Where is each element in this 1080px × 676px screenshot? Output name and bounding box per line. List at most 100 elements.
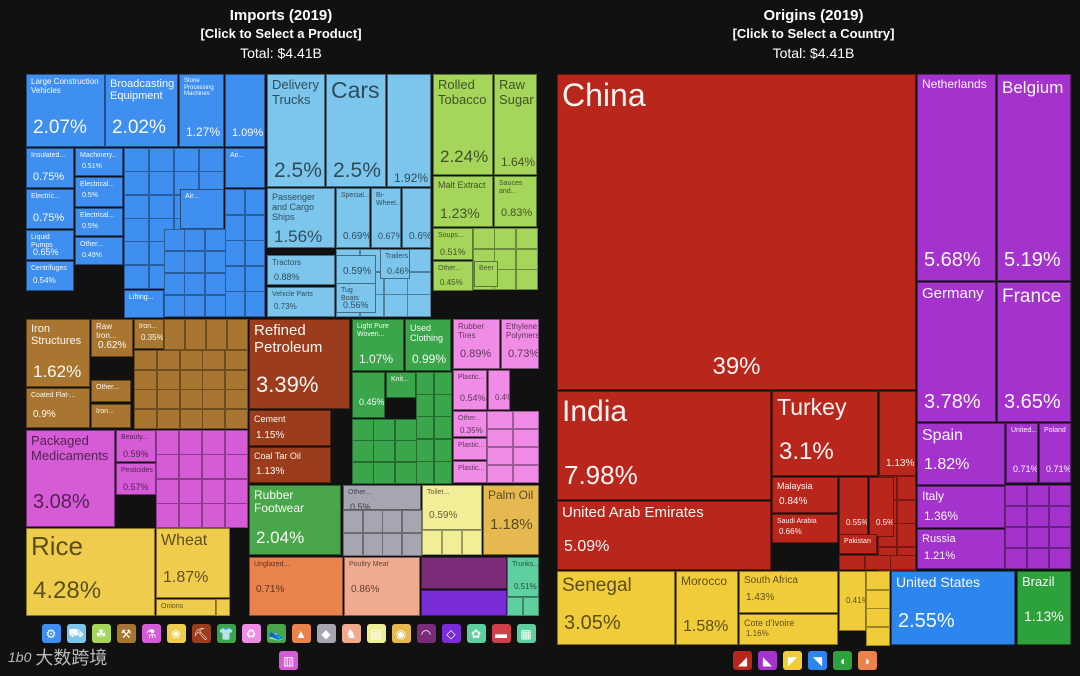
tile-miscellaneous-0[interactable]	[421, 557, 507, 589]
small-tile[interactable]	[513, 429, 539, 447]
tile-machinery[interactable]: Machinery... 0.51%	[75, 148, 123, 176]
tile-brazil[interactable]: Brazil 1.13%	[1017, 571, 1071, 645]
small-tile[interactable]	[124, 194, 149, 219]
small-tile[interactable]	[442, 530, 462, 555]
tile-germany[interactable]: Germany 3.78%	[917, 282, 996, 422]
tile-coated-flat[interactable]: Coated Flat-... 0.9%	[26, 388, 90, 428]
tile-united-arab-emirates[interactable]: United Arab Emirates 5.09%	[557, 501, 771, 570]
tile-cote-d-ivoire[interactable]: Cote d'Ivoire 1.16%	[739, 614, 838, 645]
tile-south-africa[interactable]: South Africa 1.43%	[739, 571, 838, 613]
small-tile[interactable]	[179, 454, 202, 480]
tile-knit[interactable]: Knit...	[386, 372, 416, 398]
tile-special[interactable]: Special... 0.69%	[336, 188, 370, 248]
tile-insulated[interactable]: Insulated... 0.75%	[26, 148, 74, 188]
small-tile[interactable]	[164, 229, 185, 251]
foodstuffs-icon[interactable]: ☘	[91, 624, 111, 643]
small-tile[interactable]	[394, 440, 417, 463]
small-tile[interactable]	[362, 532, 383, 556]
small-tile[interactable]	[245, 291, 265, 318]
tile-iron-structures[interactable]: Iron Structures 1.62%	[26, 319, 90, 387]
small-tile[interactable]	[864, 555, 891, 570]
europe-icon[interactable]: ◣	[758, 651, 777, 670]
small-tile[interactable]	[245, 214, 265, 241]
oils-icon[interactable]: ◉	[391, 624, 411, 643]
small-tile[interactable]	[156, 430, 179, 455]
tile-rice[interactable]: Rice 4.28%	[26, 528, 155, 616]
small-tile[interactable]	[407, 271, 432, 295]
small-tile[interactable]	[225, 350, 249, 370]
small-tile[interactable]	[124, 148, 149, 172]
small-tile[interactable]	[1005, 506, 1027, 527]
small-tile[interactable]	[156, 478, 179, 504]
furniture-icon[interactable]: ▥	[279, 651, 298, 670]
footwear-icon[interactable]: 👟	[266, 624, 286, 643]
small-tile[interactable]	[1027, 548, 1049, 569]
small-tile[interactable]	[1005, 485, 1027, 506]
small-tile[interactable]	[343, 532, 363, 556]
tile-instruments-0[interactable]	[421, 590, 507, 616]
tile-africa-4[interactable]: 0.41%	[839, 571, 866, 631]
small-tile[interactable]	[407, 294, 432, 318]
tile-plastic[interactable]: Plastic...	[453, 438, 487, 460]
small-tile[interactable]	[156, 502, 179, 528]
tile-beer[interactable]: Beer	[474, 261, 498, 287]
small-tile[interactable]	[134, 389, 157, 409]
tile-raw-iron[interactable]: Raw Iron... 0.62%	[91, 319, 133, 357]
tile-transportation-2[interactable]: 1.92%	[387, 74, 431, 187]
small-tile[interactable]	[225, 240, 245, 267]
small-tile[interactable]	[202, 408, 226, 429]
tile-iron[interactable]: Iron...	[91, 404, 131, 428]
tile-light-pure-woven[interactable]: Light Pure Woven... 1.07%	[352, 319, 404, 371]
vegetables-icon[interactable]: ❀	[166, 624, 186, 643]
small-tile[interactable]	[202, 502, 225, 528]
small-tile[interactable]	[1027, 485, 1049, 506]
small-tile[interactable]	[156, 408, 180, 429]
small-tile[interactable]	[433, 372, 452, 395]
small-tile[interactable]	[362, 510, 383, 533]
small-tile[interactable]	[225, 291, 245, 318]
transportation-icon[interactable]: ⛟	[66, 624, 86, 643]
small-tile[interactable]	[515, 269, 538, 291]
tile-toilet[interactable]: Toilet... 0.59%	[422, 485, 482, 530]
small-tile[interactable]	[416, 416, 434, 440]
small-tile[interactable]	[124, 171, 149, 196]
small-tile[interactable]	[1049, 506, 1071, 527]
tile-malaysia[interactable]: Malaysia 0.84%	[772, 477, 838, 513]
small-tile[interactable]	[416, 460, 434, 484]
textiles-icon[interactable]: 👕	[216, 624, 236, 643]
tile-other[interactable]: Other... 0.49%	[75, 237, 123, 265]
tile-used-clothing[interactable]: Used Clothing 0.99%	[405, 319, 451, 371]
small-tile[interactable]	[124, 241, 149, 266]
small-tile[interactable]	[401, 532, 422, 556]
small-tile[interactable]	[202, 478, 225, 504]
small-tile[interactable]	[433, 460, 452, 484]
tile-delivery-trucks[interactable]: Delivery Trucks 2.5%	[267, 74, 325, 187]
small-tile[interactable]	[839, 555, 865, 570]
small-tile[interactable]	[202, 350, 226, 370]
small-tile[interactable]	[134, 408, 157, 429]
small-tile[interactable]	[352, 440, 374, 463]
small-tile[interactable]	[179, 478, 202, 504]
small-tile[interactable]	[156, 350, 180, 370]
small-tile[interactable]	[216, 599, 230, 616]
small-tile[interactable]	[204, 295, 226, 317]
small-tile[interactable]	[513, 411, 539, 429]
small-tile[interactable]	[897, 476, 916, 500]
small-tile[interactable]	[407, 249, 432, 272]
small-tile[interactable]	[494, 228, 517, 249]
tile-united[interactable]: United... 0.71%	[1006, 423, 1038, 483]
small-tile[interactable]	[164, 319, 185, 350]
tile-textiles-3[interactable]: 0.45%	[352, 372, 385, 418]
small-tile[interactable]	[866, 571, 890, 590]
small-tile[interactable]	[1005, 548, 1027, 569]
tile-palm-oil[interactable]: Palm Oil 1.18%	[483, 485, 539, 555]
tile-broadcasting-equipment[interactable]: Broadcasting Equipment 2.02%	[105, 74, 178, 147]
tile-saudi-arabia[interactable]: Saudi Arabia 0.66%	[772, 514, 838, 543]
tile-soups[interactable]: Soups... 0.51%	[433, 228, 473, 260]
tile-transportation-6[interactable]: 0.6%	[402, 188, 431, 248]
tile-other[interactable]: Other... 0.45%	[433, 261, 473, 291]
weapons-icon[interactable]: ▬	[491, 624, 511, 643]
small-tile[interactable]	[462, 530, 482, 555]
small-tile[interactable]	[134, 369, 157, 390]
tile-vehicle-parts[interactable]: Vehicle Parts 0.73%	[267, 287, 335, 317]
